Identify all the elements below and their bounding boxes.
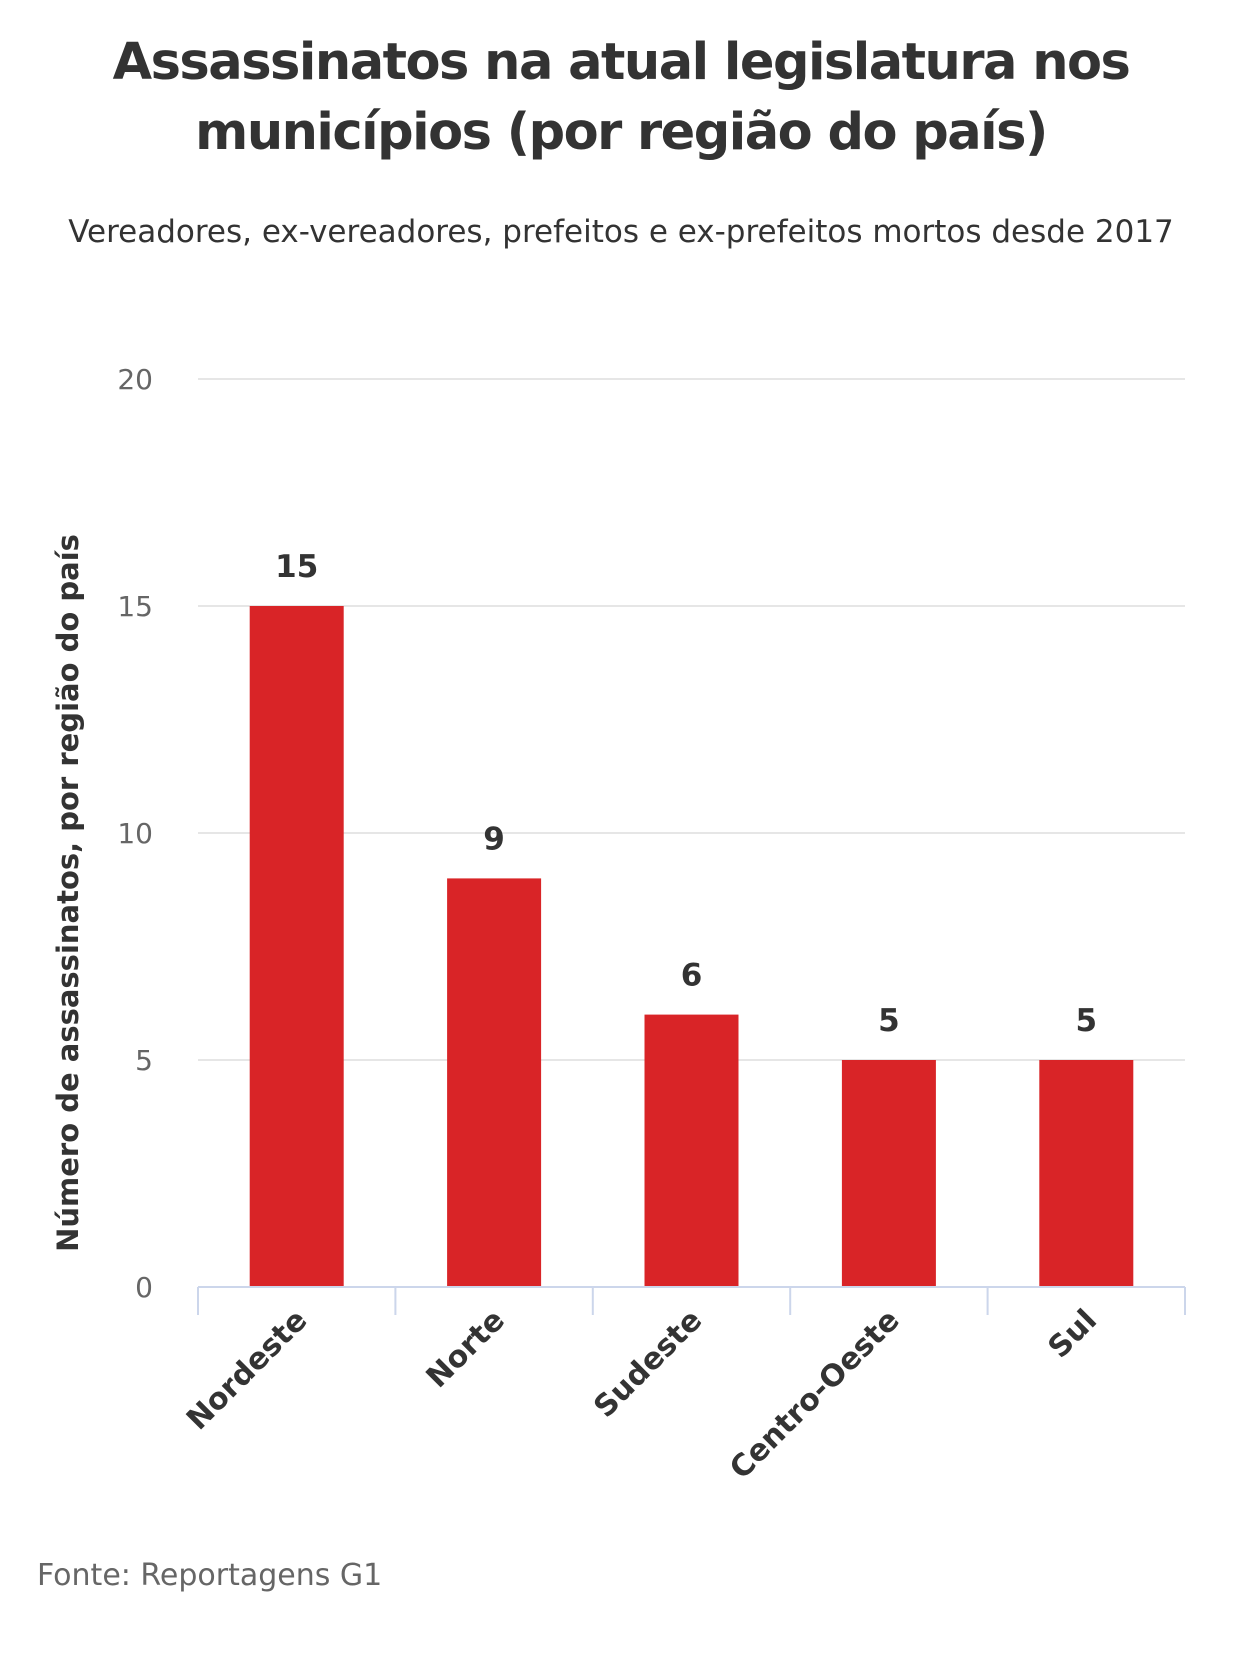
x-tick-label: Sul [1042,1303,1104,1365]
y-axis-title: Número de assassinatos, por região do pa… [51,534,85,1252]
chart-subtitle: Vereadores, ex-vereadores, prefeitos e e… [68,214,1174,250]
data-label: 9 [483,821,505,857]
x-axis [197,1286,1186,1315]
data-label: 5 [878,1003,900,1039]
x-tick-label: Nordeste [180,1303,314,1437]
y-axis-ticks: 0 5 10 15 20 [117,363,153,1304]
bar [447,878,542,1287]
chart-title: Assassinatos na atual legislatura nos mu… [112,33,1131,162]
data-label: 5 [1076,1003,1098,1039]
gridlines [198,378,1185,1061]
y-tick-label: 5 [135,1044,153,1077]
x-tick-label: Centro-Oeste [723,1303,906,1486]
y-tick-label: 15 [117,590,153,623]
bar [644,1014,739,1287]
data-labels: 15 9 6 5 5 [275,549,1097,1039]
y-tick-label: 0 [135,1271,153,1304]
bar-chart: 0 5 10 15 20 15 9 6 5 5 Nordeste Norte Sudeste Cent… [51,363,1186,1486]
data-label: 6 [681,958,703,994]
source-note: Fonte: Reportagens G1 [37,1558,383,1593]
y-tick-label: 20 [117,363,153,396]
x-axis-labels: Nordeste Norte Sudeste Centro-Oeste Sul [180,1303,1104,1486]
bar [249,606,344,1287]
bars [249,606,1134,1287]
bar [841,1060,936,1287]
x-tick-label: Sudeste [587,1303,709,1425]
data-label: 15 [275,549,318,585]
y-tick-label: 10 [117,817,153,850]
bar [1039,1060,1134,1287]
x-tick-label: Norte [420,1303,512,1395]
